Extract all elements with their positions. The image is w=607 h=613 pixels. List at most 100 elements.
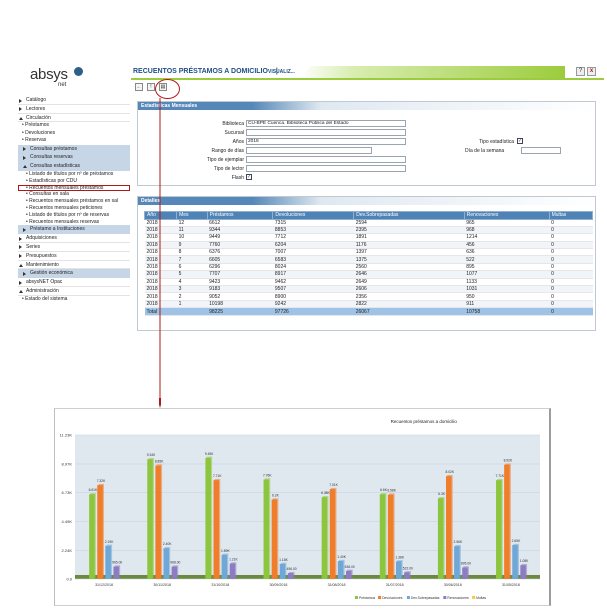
table-row[interactable]: 2018 3 9183 9507 2606 1031 0	[144, 285, 593, 294]
total-cell: Total	[144, 307, 177, 316]
table-cell: 7007	[272, 248, 354, 257]
table-cell: 2018	[144, 233, 177, 242]
bar	[229, 563, 236, 579]
table-row[interactable]: 2018 6 6296 8024 2560 895 0	[144, 263, 593, 272]
total-cell: 98225	[207, 307, 273, 316]
x-tick-label: 30/06/2018	[444, 583, 462, 587]
tipo-estadistica-checkbox[interactable]: ✓	[517, 138, 523, 144]
sidebar-item[interactable]: Gestión económica	[18, 269, 130, 279]
table-cell: 9	[176, 241, 208, 250]
table-cell: 2395	[353, 226, 465, 235]
table-row[interactable]: 2018 4 9423 9462 2649 1133 0	[144, 278, 593, 287]
column-header[interactable]: Préstamos	[206, 211, 274, 220]
bar	[279, 563, 286, 579]
sidebar-item[interactable]: • Devoluciones	[22, 129, 56, 136]
sidebar-item[interactable]: • Listado de títulos por nº de préstamos	[26, 170, 114, 177]
sidebar-item[interactable]: Presupuestos	[18, 252, 130, 261]
table-cell: 5	[176, 270, 208, 279]
data-label: 895.00	[461, 561, 471, 565]
table-row[interactable]: 2018 7 6605 6583 1375 522 0	[144, 255, 593, 264]
tipo-lector-label: Tipo de lector	[213, 166, 244, 172]
alert-icon[interactable]: !	[147, 83, 155, 91]
sidebar-item[interactable]: • Reservas	[22, 137, 47, 144]
sidebar-item[interactable]: Adquisiciones	[18, 234, 130, 243]
form-heading: Estadísticas Mensuales	[138, 102, 595, 110]
column-header[interactable]: Dev.Sobrepasadas	[353, 211, 465, 220]
table-row[interactable]: 2018 12 6612 7315 2594 965 0	[144, 219, 593, 227]
y-tick-label: 11.23K	[60, 433, 73, 438]
table-cell: 2646	[353, 270, 465, 279]
sucursal-field[interactable]	[246, 129, 406, 136]
tipo-lector-field[interactable]	[246, 165, 406, 172]
sidebar-item[interactable]: • Listado de títulos por nº de reservas	[26, 211, 110, 218]
table-cell: 1891	[353, 233, 465, 242]
column-header[interactable]: Mes	[176, 211, 208, 220]
table-row[interactable]: 2018 9 7760 6204 1176 456 0	[144, 241, 593, 250]
table-cell: 0	[549, 241, 593, 250]
sidebar-item[interactable]: Consultas préstamos	[18, 144, 130, 154]
table-row[interactable]: 2018 11 9344 8853 2395 968 0	[144, 226, 593, 235]
chart-title: Recuentos préstamos a domicilio	[391, 419, 458, 424]
sidebar-item[interactable]: • Consultas en sala	[26, 191, 69, 198]
table-cell: 3	[176, 285, 208, 294]
table-cell: 7315	[272, 219, 354, 227]
tipo-ejemplar-field[interactable]	[246, 156, 406, 163]
biblioteca-field[interactable]: CU-BPE Cuenca. Biblioteca Pública del Es…	[246, 120, 406, 127]
data-label: 6.61K	[89, 488, 98, 492]
sidebar-item[interactable]: • Recuentos mensuales préstamos	[18, 184, 130, 192]
sidebar-item[interactable]: Mantenimiento	[18, 261, 130, 270]
data-label: 2.65K	[512, 539, 521, 543]
close-button[interactable]: x	[587, 67, 596, 76]
sidebar-item[interactable]: Administración	[18, 287, 130, 296]
sidebar-item[interactable]: Circulación	[18, 114, 130, 123]
table-cell: 9462	[272, 278, 354, 287]
bar	[171, 566, 178, 579]
sidebar-item[interactable]: Consultas estadísticas	[18, 162, 130, 171]
sidebar-item[interactable]: Consultas reservas	[18, 153, 130, 163]
sidebar-item[interactable]: Préstamo a Instituciones	[18, 225, 130, 235]
legend-swatch	[406, 596, 410, 599]
table-row[interactable]: 2018 8 6376 7007 1397 636 0	[144, 248, 593, 257]
dia-semana-select[interactable]	[521, 147, 561, 154]
sidebar-item[interactable]: • Recuentos mensuales reservas	[26, 218, 100, 225]
table-row[interactable]: 2018 2 9052 8900 2356 950 0	[144, 292, 593, 301]
table-cell: 6376	[207, 248, 273, 257]
table-cell: 2606	[353, 285, 465, 294]
table-cell: 0	[549, 285, 593, 294]
sidebar-item[interactable]: • Recuentos mensuales préstamos en sal	[26, 198, 119, 205]
table-row[interactable]: 2018 5 7707 8917 2646 1077 0	[144, 270, 593, 279]
sidebar-item[interactable]: absysNET Opac	[18, 278, 130, 287]
sidebar-item[interactable]: Lectores	[18, 105, 130, 114]
visualiz-link[interactable]: VISUALIZ...	[268, 69, 295, 75]
table-cell: 2560	[353, 263, 465, 272]
column-header[interactable]: Multas	[548, 211, 594, 220]
total-row: Total 98225 97726 26067 10758 0	[144, 307, 593, 316]
table-cell: 2356	[353, 292, 465, 301]
sidebar-item[interactable]: • Estadísticas por CDU	[26, 177, 77, 184]
header-underline	[131, 78, 604, 80]
table-cell: 0	[549, 233, 593, 242]
anos-field[interactable]: 2018	[246, 138, 406, 145]
flash-checkbox[interactable]: ✓	[246, 174, 252, 180]
help-button[interactable]: ?	[576, 67, 585, 76]
rango-dias-field[interactable]	[246, 147, 372, 154]
table-cell: 1077	[464, 270, 550, 279]
table-row[interactable]: 2018 10 9449 7712 1891 1214 0	[144, 233, 593, 242]
data-label: 1.08K	[520, 559, 529, 563]
back-icon[interactable]: ←	[135, 83, 143, 91]
column-header[interactable]: Devoluciones	[272, 211, 355, 220]
sidebar-item[interactable]: • Préstamos	[22, 122, 50, 129]
total-cell: 26067	[353, 307, 465, 316]
table-cell: 0	[549, 278, 593, 287]
total-cell: 0	[549, 307, 593, 316]
total-cell	[176, 307, 208, 316]
column-header[interactable]: Renovaciones	[463, 211, 550, 220]
sidebar-item[interactable]: Series	[18, 243, 130, 252]
data-label: 8.02K	[445, 470, 454, 474]
sidebar-item[interactable]: • Estado del sistema	[22, 295, 68, 302]
monthly-stats-form: Estadísticas Mensuales Biblioteca CU-BPE…	[137, 101, 596, 186]
sidebar-item[interactable]: Catálogo	[18, 96, 130, 105]
bar	[287, 573, 294, 579]
table-row[interactable]: 2018 1 10198 9242 2822 911 0	[144, 300, 593, 309]
sidebar-item[interactable]: • Recuentos mensuales peticiones	[26, 204, 103, 211]
